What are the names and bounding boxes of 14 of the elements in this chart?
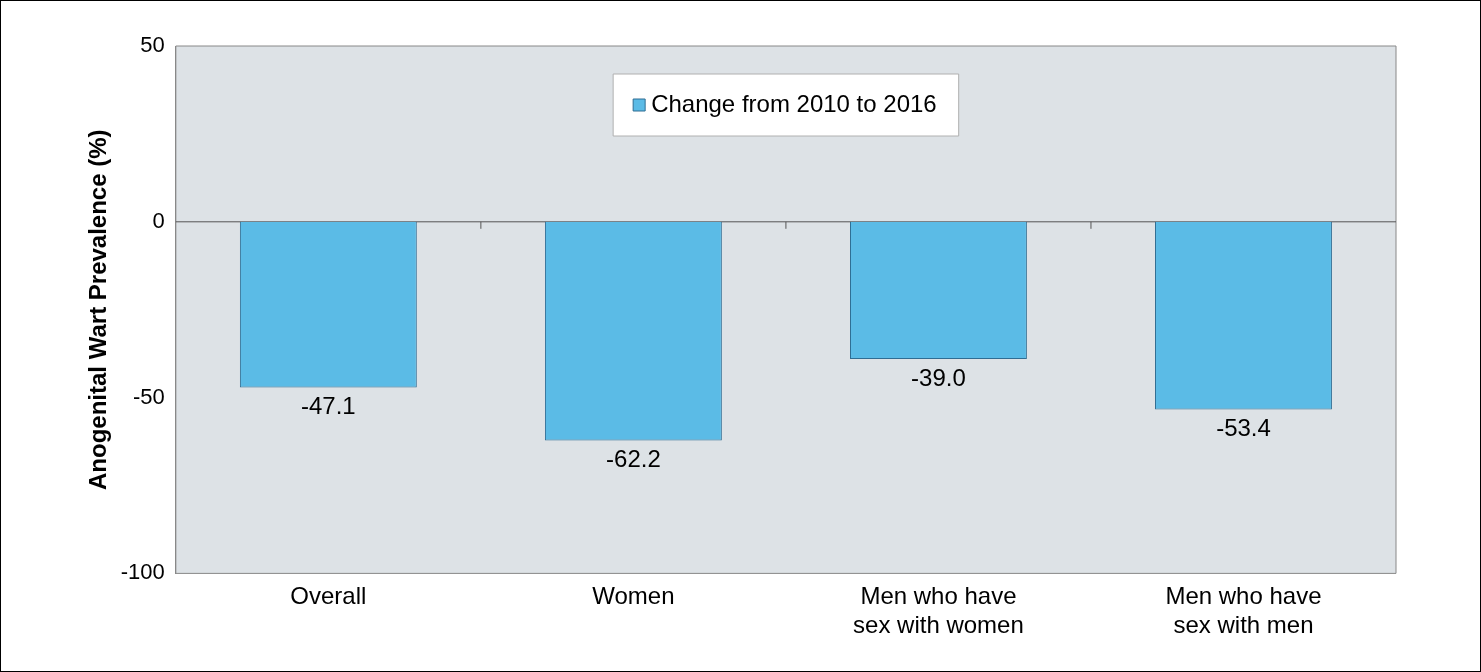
data-label: -39.0 bbox=[911, 363, 966, 391]
y-tick-label: -100 bbox=[120, 559, 165, 585]
x-tick-label: Men who have sex with men bbox=[1165, 582, 1322, 639]
y-tick-label: 50 bbox=[140, 32, 165, 58]
x-tick-label: Overall bbox=[290, 582, 367, 610]
data-label: -47.1 bbox=[301, 392, 356, 420]
data-label: -53.4 bbox=[1216, 414, 1271, 442]
y-tick-label: -50 bbox=[133, 383, 165, 409]
y-axis-title: Anogenital Wart Prevalence (%) bbox=[84, 129, 112, 490]
data-label: -62.2 bbox=[606, 445, 661, 473]
x-tick-label: Men who have sex with women bbox=[853, 582, 1024, 639]
x-tick-label: Women bbox=[592, 582, 675, 610]
legend-label: Change from 2010 to 2016 bbox=[651, 89, 937, 117]
y-tick-label: 0 bbox=[152, 207, 165, 233]
